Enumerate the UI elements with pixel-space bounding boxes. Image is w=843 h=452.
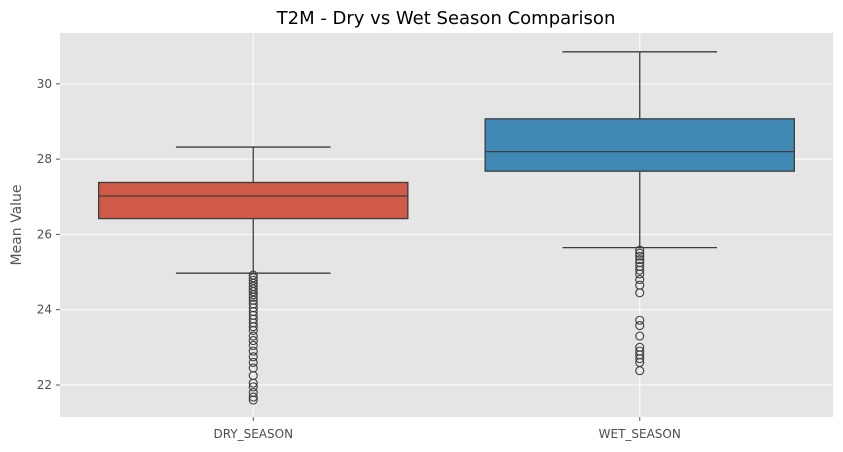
outlier-point bbox=[635, 251, 645, 261]
outlier-point bbox=[635, 320, 645, 331]
outlier-point bbox=[248, 346, 258, 356]
y-tick-label: 28 bbox=[37, 152, 52, 166]
y-axis-label: Mean Value bbox=[9, 184, 25, 265]
boxes bbox=[98, 51, 796, 405]
outlier-point bbox=[635, 269, 645, 279]
outlier-point bbox=[248, 340, 258, 351]
outlier-point bbox=[635, 331, 645, 341]
outlier-point bbox=[635, 255, 645, 265]
outlier-point bbox=[248, 322, 258, 332]
outlier-point bbox=[248, 331, 258, 341]
outlier-point bbox=[248, 378, 258, 388]
outlier-point bbox=[248, 290, 258, 300]
outlier-point bbox=[248, 325, 258, 335]
outlier-point bbox=[248, 275, 258, 285]
outlier-point bbox=[635, 275, 645, 285]
plot-background bbox=[60, 33, 833, 417]
outlier-point bbox=[248, 395, 258, 405]
iqr-box bbox=[484, 118, 796, 172]
x-tick-label: WET_SEASON bbox=[599, 427, 681, 441]
outlier-point bbox=[635, 354, 645, 364]
box-wet-season bbox=[484, 51, 796, 376]
outlier-point bbox=[248, 352, 258, 362]
y-tick-label: 30 bbox=[37, 77, 52, 91]
outlier-point bbox=[248, 336, 258, 346]
outlier-point bbox=[248, 382, 258, 392]
y-tick-label: 24 bbox=[37, 303, 52, 317]
outlier-point bbox=[248, 287, 258, 297]
outlier-point bbox=[248, 392, 258, 402]
box-dry-season bbox=[98, 146, 409, 405]
outlier-point bbox=[248, 357, 258, 367]
y-tick-label: 22 bbox=[37, 378, 52, 392]
ticks: 22 24 26 28 30 DRY_SEASON WET_SEASON bbox=[37, 77, 681, 441]
x-tick-label: DRY_SEASON bbox=[213, 427, 293, 441]
outlier-point bbox=[248, 292, 258, 302]
chart-title: T2M - Dry vs Wet Season Comparison bbox=[276, 8, 616, 29]
outlier-point bbox=[635, 265, 645, 275]
y-tick-label: 26 bbox=[37, 227, 52, 241]
outlier-point bbox=[635, 245, 645, 255]
outlier-point bbox=[248, 273, 258, 283]
outlier-point bbox=[635, 315, 645, 325]
outlier-point bbox=[635, 288, 645, 298]
iqr-box bbox=[98, 181, 409, 220]
outlier-point bbox=[635, 248, 645, 258]
outlier-point bbox=[635, 366, 645, 376]
